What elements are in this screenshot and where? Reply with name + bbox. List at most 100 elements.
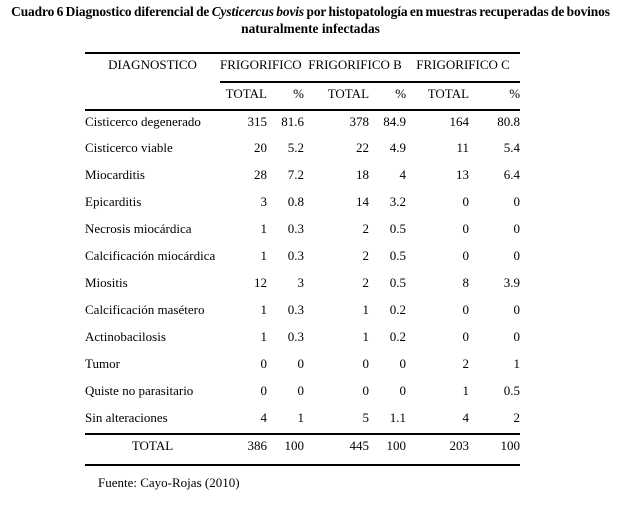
table-row: Calcificación masétero 1 0.3 1 0.2 0 0	[85, 299, 520, 326]
value-cell: 8	[462, 275, 470, 290]
total-value-cell: 100	[369, 433, 407, 466]
table-row: Cisticerco degenerado 315 81.6 378 84.9 …	[85, 110, 520, 137]
value-cell: 0.5	[389, 275, 407, 290]
table-row: Sin alteraciones 4 1 5 1.1 4 2	[85, 407, 520, 434]
value-cell: 0.5	[389, 221, 407, 236]
value-cell: 1	[260, 302, 268, 317]
total-value-cell: 445	[304, 433, 370, 466]
value-cell: 0	[297, 356, 305, 371]
value-cell: 1	[462, 383, 470, 398]
value-cell: 0	[462, 221, 470, 236]
value-cell: 164	[449, 114, 470, 129]
value-cell: 5	[362, 410, 370, 425]
value-cell: 5.2	[287, 140, 305, 155]
value-cell: 4.9	[389, 140, 407, 155]
value-cell: 13	[456, 167, 470, 182]
diagnosis-cell: Miocarditis	[85, 167, 145, 182]
total-row: TOTAL 386 100 445 100 203 100	[85, 433, 521, 466]
header-total-a: TOTAL	[220, 82, 267, 111]
table-row: Tumor 0 0 0 0 2 1	[85, 353, 520, 380]
header-row-subcolumns: TOTAL % TOTAL % TOTAL %	[85, 82, 521, 111]
value-cell: 18	[356, 167, 370, 182]
value-cell: 4	[399, 167, 407, 182]
value-cell: 0	[513, 221, 521, 236]
value-cell: 0.3	[287, 248, 305, 263]
total-value-cell: 203	[406, 433, 470, 466]
value-cell: 0	[513, 194, 521, 209]
header-pct-b: %	[369, 82, 407, 111]
value-cell: 1	[362, 329, 370, 344]
value-cell: 28	[254, 167, 267, 182]
value-cell: 22	[356, 140, 370, 155]
value-cell: 1	[260, 248, 268, 263]
total-value-cell: 100	[469, 433, 521, 466]
value-cell: 0	[362, 383, 370, 398]
value-cell: 0	[462, 248, 470, 263]
header-diagnostico: DIAGNOSTICO	[85, 52, 220, 82]
value-cell: 1.1	[389, 410, 407, 425]
value-cell: 3	[260, 194, 268, 209]
header-total-b: TOTAL	[304, 82, 370, 111]
table-row: Cisticerco viable 20 5.2 22 4.9 11 5.4	[85, 137, 520, 164]
value-cell: 0	[513, 329, 521, 344]
header-frigorifico-a: FRIGORIFICO A	[220, 52, 305, 83]
value-cell: 0	[399, 356, 407, 371]
total-value-cell: 100	[267, 433, 305, 466]
value-cell: 2	[362, 248, 370, 263]
value-cell: 1	[260, 329, 268, 344]
value-cell: 0	[462, 302, 470, 317]
value-cell: 0.8	[287, 194, 305, 209]
value-cell: 0.5	[389, 248, 407, 263]
value-cell: 0.2	[389, 302, 407, 317]
caption-text-start: Cuadro 6 Diagnostico diferencial de	[11, 4, 212, 19]
table-row: Quiste no parasitario 0 0 0 0 1 0.5	[85, 380, 520, 407]
diagnosis-cell: Actinobacilosis	[85, 329, 166, 344]
caption-line-1: Cuadro 6 Diagnostico diferencial de Cyst…	[0, 3, 621, 20]
value-cell: 0.3	[287, 221, 305, 236]
value-cell: 14	[356, 194, 370, 209]
value-cell: 84.9	[383, 114, 407, 129]
value-cell: 6.4	[503, 167, 521, 182]
table-row: Calcificación miocárdica 1 0.3 2 0.5 0 0	[85, 245, 520, 272]
table-row: Necrosis miocárdica 1 0.3 2 0.5 0 0	[85, 218, 520, 245]
table-row: Miositis 12 3 2 0.5 8 3.9	[85, 272, 520, 299]
table-row: Miocarditis 28 7.2 18 4 13 6.4	[85, 164, 520, 191]
diagnosis-cell: Quiste no parasitario	[85, 383, 194, 398]
header-pct-a: %	[267, 82, 305, 111]
table-caption: Cuadro 6 Diagnostico diferencial de Cyst…	[0, 3, 621, 37]
value-cell: 2	[362, 221, 370, 236]
value-cell: 2	[462, 356, 470, 371]
value-cell: 1	[260, 221, 268, 236]
value-cell: 3	[297, 275, 305, 290]
value-cell: 1	[513, 356, 521, 371]
value-cell: 3.2	[389, 194, 407, 209]
diagnostic-table: DIAGNOSTICO FRIGORIFICO A FRIGORIFICO B …	[85, 52, 521, 466]
header-empty-cell	[85, 82, 220, 111]
value-cell: 0.3	[287, 302, 305, 317]
total-value-cell: 386	[220, 433, 267, 466]
caption-species-name: Cysticercus bovis	[211, 4, 305, 19]
header-pct-c: %	[469, 82, 521, 111]
diagnosis-cell: Calcificación miocárdica	[85, 248, 216, 263]
value-cell: 0	[513, 302, 521, 317]
caption-text-end: por histopatología en muestras recuperad…	[304, 4, 610, 19]
value-cell: 0	[297, 383, 305, 398]
source-note: Fuente: Cayo-Rojas (2010)	[98, 475, 240, 490]
header-frigorifico-b: FRIGORIFICO B	[304, 52, 407, 83]
header-frigorifico-c: FRIGORIFICO C	[406, 52, 521, 83]
value-cell: 80.8	[497, 114, 521, 129]
value-cell: 0	[399, 383, 407, 398]
diagnosis-cell: Necrosis miocárdica	[85, 221, 192, 236]
diagnosis-cell: Calcificación masétero	[85, 302, 205, 317]
value-cell: 0	[362, 356, 370, 371]
total-label-cell: TOTAL	[85, 433, 220, 466]
value-cell: 315	[247, 114, 268, 129]
header-row-groups: DIAGNOSTICO FRIGORIFICO A FRIGORIFICO B …	[85, 52, 521, 83]
diagnosis-cell: Cisticerco viable	[85, 140, 173, 155]
value-cell: 2	[362, 275, 370, 290]
value-cell: 0	[462, 329, 470, 344]
value-cell: 0	[462, 194, 470, 209]
table-row: Actinobacilosis 1 0.3 1 0.2 0 0	[85, 326, 520, 353]
value-cell: 20	[254, 140, 267, 155]
value-cell: 3.9	[503, 275, 521, 290]
